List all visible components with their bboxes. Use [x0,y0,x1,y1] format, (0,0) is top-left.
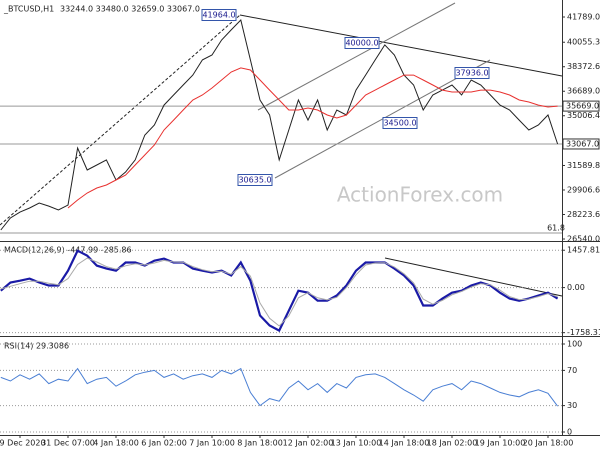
x-tick-label: 31 Dec 07:00 [41,439,95,448]
x-tick-label: 19 Jan 10:00 [475,439,526,448]
series-line [0,257,558,327]
x-tick-label: 12 Jan 02:00 [283,439,334,448]
level-label: 33067.0 [566,139,599,148]
series-line [67,67,558,209]
y-tick-label: 28223.6 [567,210,600,219]
y-tick-label: 40055.3 [567,38,600,47]
panel-title: RSI(14) 29.3086 [4,342,69,351]
annotation: 40000.0 [345,39,378,48]
chart-subtitle: 33244.0 33480.0 32659.0 33067.0 [60,5,200,14]
level-box [562,100,600,112]
annotation-box [344,37,380,49]
y-tick-label: 100 [567,339,582,348]
series-line [0,249,559,333]
annotation-box [237,174,273,186]
y-tick-label: 41789.0 [567,13,600,22]
trend-line [239,14,563,77]
y-tick-label: 1457.81 [567,246,600,255]
x-tick-label: 4 Jan 18:00 [93,439,139,448]
annotation: 34500.0 [383,119,416,128]
y-tick-label: 70 [567,366,577,375]
trend-line [0,14,241,226]
y-tick-label: 0.00 [567,283,585,292]
x-tick-label: 18 Jan 02:00 [427,439,478,448]
x-tick-label: 6 Jan 02:00 [141,439,187,448]
annotation: ActionForex.com [337,183,503,207]
x-tick-label: 7 Jan 10:00 [189,439,235,448]
level-box [562,138,600,150]
annotation: 41964.0 [202,11,235,20]
panel-title: MACD(12,26,9) -447.99 -285.86 [4,246,132,255]
annotation: 30635.0 [238,176,271,185]
annotation-box [382,117,418,129]
annotation: 37936.0 [455,69,488,78]
x-tick-label: 8 Jan 18:00 [237,439,283,448]
x-tick-label: 14 Jan 18:00 [379,439,430,448]
annotation: 61.8 [547,224,565,233]
y-tick-label: 29906.6 [567,185,600,194]
y-tick-label: -1758.31 [567,328,600,337]
y-tick-label: 0 [567,428,572,437]
level-label: 35669.0 [566,102,599,111]
y-tick-label: 35006.4 [567,111,600,120]
y-tick-label: 36689.0 [567,87,600,96]
frame [0,0,600,436]
y-tick-label: 31589.8 [567,161,600,170]
x-tick-label: 20 Jan 18:00 [523,439,574,448]
annotation-box [201,9,237,21]
y-tick-label: 30 [567,401,577,410]
y-tick-label: 38372.6 [567,62,600,71]
chart-title: _BTCUSD,H1 [3,5,54,14]
y-tick-label: 26540.0 [567,234,600,243]
channel-line [257,2,456,111]
annotation-box [454,67,490,79]
trend-line [384,257,563,297]
x-tick-label: 13 Jan 10:00 [331,439,382,448]
series-line [0,18,559,231]
series-line [0,367,559,407]
x-tick-label: 29 Dec 2020 [0,439,46,448]
